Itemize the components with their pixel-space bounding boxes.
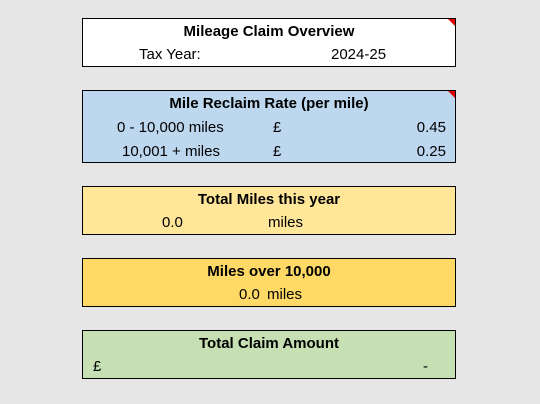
claim-panel: Total Claim Amount £ - xyxy=(82,330,456,379)
tax-year-label[interactable]: Tax Year: xyxy=(139,46,201,63)
rate-value[interactable]: 0.25 xyxy=(416,143,446,160)
tax-year-value[interactable]: 2024-25 xyxy=(331,46,387,63)
total-miles-title[interactable]: Total Miles this year xyxy=(197,191,341,208)
total-miles-panel: Total Miles this year 0.0 miles xyxy=(82,186,456,235)
rate-currency[interactable]: £ xyxy=(273,143,282,160)
rate-currency[interactable]: £ xyxy=(273,119,282,136)
miles-over-value[interactable]: 0.0 xyxy=(239,286,260,303)
rate-row: 10,001 + miles £ 0.25 xyxy=(83,140,455,164)
claim-value[interactable]: - xyxy=(423,358,428,375)
total-miles-value[interactable]: 0.0 xyxy=(162,214,183,231)
miles-over-unit[interactable]: miles xyxy=(267,286,303,303)
rate-band[interactable]: 0 - 10,000 miles xyxy=(117,119,224,136)
reclaim-rate-title[interactable]: Mile Reclaim Rate (per mile) xyxy=(169,95,369,112)
comment-indicator-icon[interactable] xyxy=(448,91,455,98)
miles-over-panel: Miles over 10,000 0.0 miles xyxy=(82,258,456,307)
rate-row: 0 - 10,000 miles £ 0.45 xyxy=(83,116,455,140)
reclaim-rate-panel: Mile Reclaim Rate (per mile) 0 - 10,000 … xyxy=(82,90,456,163)
miles-over-title[interactable]: Miles over 10,000 xyxy=(207,263,331,280)
overview-title[interactable]: Mileage Claim Overview xyxy=(183,23,355,40)
claim-title[interactable]: Total Claim Amount xyxy=(199,335,339,352)
rate-value[interactable]: 0.45 xyxy=(416,119,446,136)
claim-currency[interactable]: £ xyxy=(93,358,102,375)
rate-band[interactable]: 10,001 + miles xyxy=(122,143,220,160)
comment-indicator-icon[interactable] xyxy=(448,19,455,26)
overview-panel: Mileage Claim Overview Tax Year: 2024-25 xyxy=(82,18,456,67)
total-miles-unit[interactable]: miles xyxy=(268,214,304,231)
